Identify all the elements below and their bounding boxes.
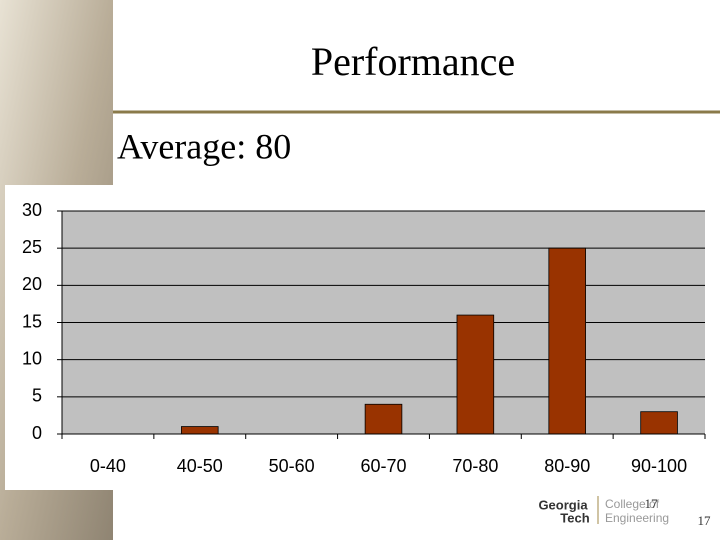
slide-title: Performance: [311, 39, 515, 84]
x-tick-label: 70-80: [452, 456, 498, 476]
bar: [181, 426, 219, 435]
y-tick-label: 15: [22, 311, 42, 331]
bar: [640, 411, 678, 435]
bar: [364, 403, 403, 435]
x-tick-label: 50-60: [269, 456, 315, 476]
x-tick-label: 60-70: [360, 456, 406, 476]
subtitle: Average: 80: [117, 126, 291, 166]
y-tick-label: 0: [32, 423, 42, 443]
bar: [456, 314, 495, 435]
logo-text: College of: [605, 497, 660, 511]
y-tick-label: 20: [22, 274, 42, 294]
y-tick-label: 25: [22, 237, 42, 257]
y-tick-label: 5: [32, 386, 42, 406]
x-tick-label: 80-90: [544, 456, 590, 476]
slide-number: 17: [645, 496, 659, 511]
logo-text: Georgia: [538, 497, 588, 512]
x-tick-label: 0-40: [90, 456, 126, 476]
bar: [548, 247, 586, 435]
y-tick-label: 10: [22, 348, 42, 368]
logo-text: Tech: [560, 510, 589, 525]
logo-text: Engineering: [605, 511, 669, 525]
x-tick-label: 40-50: [177, 456, 223, 476]
y-tick-label: 30: [22, 200, 42, 220]
slide-number: 17: [698, 513, 712, 528]
x-tick-label: 90-100: [631, 456, 687, 476]
